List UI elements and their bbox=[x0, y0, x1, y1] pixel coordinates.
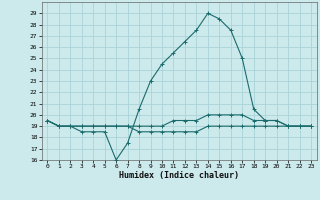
X-axis label: Humidex (Indice chaleur): Humidex (Indice chaleur) bbox=[119, 171, 239, 180]
